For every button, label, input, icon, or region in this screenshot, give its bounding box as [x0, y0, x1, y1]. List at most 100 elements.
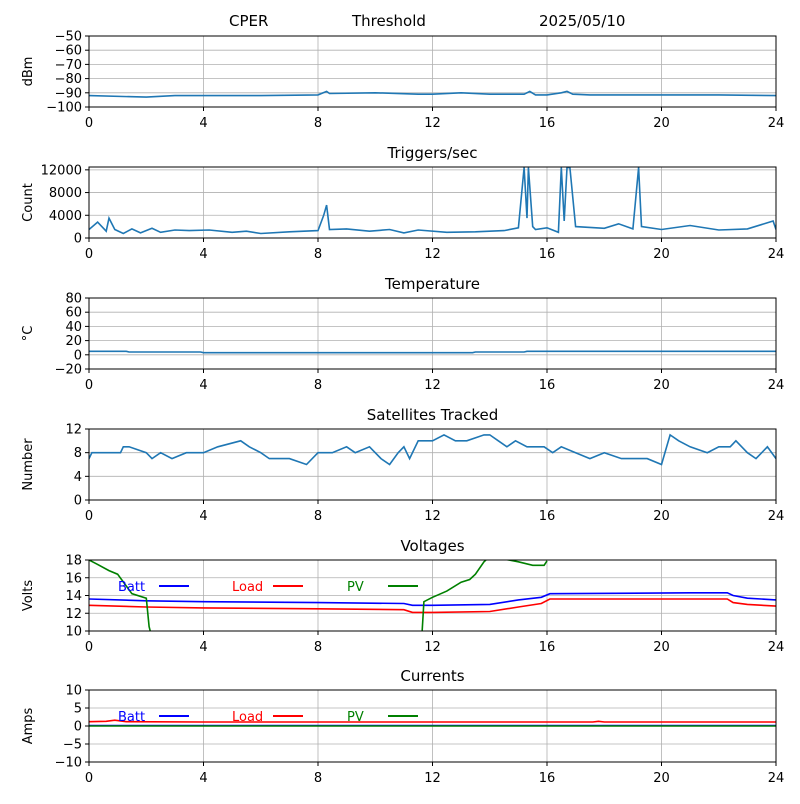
y-tick-label: 14: [65, 589, 82, 604]
y-tick-label: 8000: [49, 186, 82, 201]
y-tick-label: 10: [65, 684, 82, 699]
x-tick-label: 0: [85, 509, 93, 524]
x-tick-label: 12: [424, 509, 441, 524]
site-name: CPER: [229, 12, 269, 30]
y-tick-label: −90: [55, 86, 82, 101]
x-tick-label: 4: [199, 378, 207, 393]
y-tick-label: 4000: [49, 209, 82, 224]
series-line-1-0: [89, 167, 776, 235]
y-tick-label: 0: [74, 720, 82, 735]
x-tick-label: 8: [314, 509, 322, 524]
y-tick-label: 16: [65, 571, 82, 586]
y-tick-label: 10: [65, 625, 82, 640]
x-tick-label: 16: [539, 640, 556, 655]
y-axis-label: °C: [21, 326, 36, 342]
x-tick-label: 16: [539, 378, 556, 393]
y-tick-label: −50: [55, 30, 82, 45]
x-tick-label: 16: [539, 771, 556, 786]
x-tick-label: 24: [768, 771, 785, 786]
x-tick-label: 24: [768, 640, 785, 655]
y-tick-label: 0: [74, 494, 82, 509]
x-tick-label: 8: [314, 116, 322, 131]
x-tick-label: 12: [424, 378, 441, 393]
panel-title: Currents: [400, 667, 464, 685]
series-line-4-0: [89, 591, 776, 607]
x-tick-label: 20: [653, 509, 670, 524]
y-tick-label: −5: [63, 738, 82, 753]
mode-label: Threshold: [352, 12, 426, 30]
y-axis-label: dBm: [21, 57, 36, 87]
x-tick-label: 0: [85, 640, 93, 655]
x-tick-label: 16: [539, 247, 556, 262]
x-tick-label: 8: [314, 378, 322, 393]
series-line-5-1: [89, 719, 776, 723]
x-tick-label: 4: [199, 116, 207, 131]
date-label: 2025/05/10: [539, 12, 626, 30]
y-tick-label: −60: [55, 44, 82, 59]
y-tick-label: 60: [65, 306, 82, 321]
y-tick-label: 12: [65, 607, 82, 622]
x-tick-label: 8: [314, 640, 322, 655]
x-tick-label: 20: [653, 116, 670, 131]
y-tick-label: 20: [65, 334, 82, 349]
legend-label: Batt: [118, 580, 145, 595]
x-tick-label: 0: [85, 378, 93, 393]
x-tick-label: 4: [199, 509, 207, 524]
legend-label: Load: [232, 580, 263, 595]
y-axis-label: Count: [21, 183, 36, 222]
y-tick-label: 0: [74, 232, 82, 247]
x-tick-label: 12: [424, 247, 441, 262]
y-axis-label: Amps: [21, 707, 36, 744]
x-tick-label: 8: [314, 247, 322, 262]
x-tick-label: 12: [424, 771, 441, 786]
y-tick-label: −20: [55, 363, 82, 378]
x-tick-label: 4: [199, 247, 207, 262]
y-tick-label: 40: [65, 320, 82, 335]
panel-title: Temperature: [384, 275, 480, 293]
x-tick-label: 20: [653, 378, 670, 393]
panel-title: Satellites Tracked: [367, 406, 498, 424]
y-tick-label: 8: [74, 446, 82, 461]
legend-label: PV: [347, 580, 364, 595]
y-tick-label: 12000: [41, 163, 82, 178]
x-tick-label: 8: [314, 771, 322, 786]
x-tick-label: 20: [653, 771, 670, 786]
y-tick-label: −100: [46, 101, 82, 116]
x-tick-label: 24: [768, 378, 785, 393]
y-axis-label: Number: [21, 438, 36, 491]
x-tick-label: 20: [653, 640, 670, 655]
y-tick-label: −10: [55, 756, 82, 771]
y-tick-label: −70: [55, 58, 82, 73]
legend-label: PV: [347, 710, 364, 725]
x-tick-label: 16: [539, 509, 556, 524]
y-axis-label: Volts: [21, 580, 36, 612]
series-line-4-1: [89, 598, 776, 614]
panel-title: Triggers/sec: [387, 144, 478, 162]
x-tick-label: 20: [653, 247, 670, 262]
x-tick-label: 4: [199, 771, 207, 786]
series-line-2-0: [89, 350, 776, 354]
y-tick-label: 12: [65, 423, 82, 438]
series-line-3-0: [89, 433, 776, 466]
x-tick-label: 0: [85, 771, 93, 786]
x-tick-label: 12: [424, 116, 441, 131]
x-tick-label: 24: [768, 116, 785, 131]
x-tick-label: 12: [424, 640, 441, 655]
y-tick-label: 18: [65, 554, 82, 569]
panel-title: Voltages: [400, 537, 464, 555]
series-line-0-0: [89, 90, 776, 98]
x-tick-label: 0: [85, 247, 93, 262]
y-tick-label: 80: [65, 292, 82, 307]
x-tick-label: 16: [539, 116, 556, 131]
y-tick-label: −80: [55, 72, 82, 87]
x-tick-label: 4: [199, 640, 207, 655]
legend-label: Batt: [118, 710, 145, 725]
y-tick-label: 4: [74, 470, 82, 485]
y-tick-label: 0: [74, 348, 82, 363]
x-tick-label: 24: [768, 247, 785, 262]
x-tick-label: 24: [768, 509, 785, 524]
legend-label: Load: [232, 710, 263, 725]
x-tick-label: 0: [85, 116, 93, 131]
